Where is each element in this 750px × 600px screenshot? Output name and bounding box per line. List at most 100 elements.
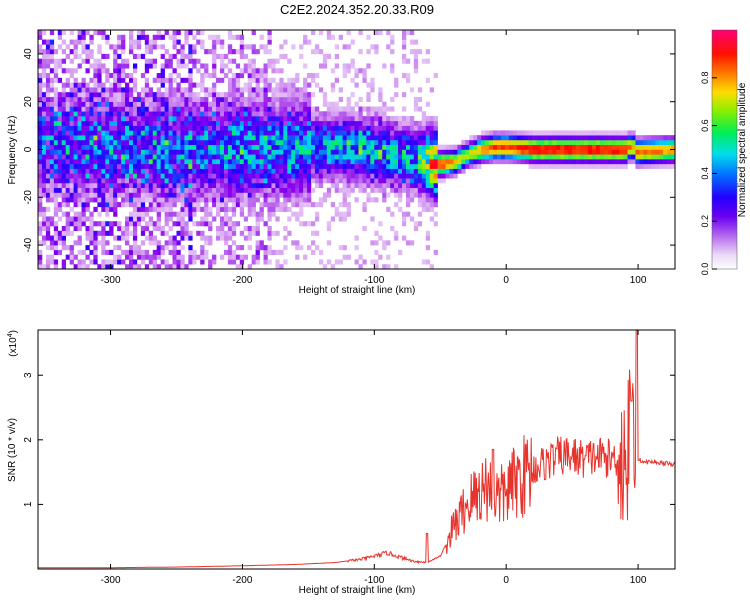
spectrogram-cell [453,163,458,169]
spectrogram-cell [615,149,620,155]
spectrogram-cell [330,178,336,184]
spectrogram-cell [196,163,201,169]
spectrogram-cell [168,34,173,40]
spectrogram-cell [413,39,419,45]
spectrogram-cell [57,154,63,160]
spectrogram-cell [180,49,185,55]
spectrogram-cell [164,178,169,184]
spectrogram-cell [358,106,363,112]
spectrogram-cell [164,154,169,160]
spectrogram-cell [216,34,221,40]
spectrogram-cell [307,192,312,198]
spectrogram-cell [437,178,442,184]
spectrogram-cell [73,135,78,141]
spectrogram-cell [235,264,241,269]
spectrogram-cell [457,159,462,165]
spectrogram-cell [275,87,280,93]
spectrogram-cell [382,168,387,174]
spectrogram-cell [275,135,280,141]
spectrogram-cell [73,202,78,208]
spectrogram-cell [314,216,320,222]
spectrogram-cell [643,135,648,141]
spectrogram-cell [322,53,328,59]
spectrogram-cell [409,30,415,36]
spectrogram-cell [38,130,43,136]
spectrogram-cell [117,159,122,165]
spectrogram-cell [445,163,450,169]
spectrogram-cell [41,63,47,69]
spectrogram-cell [607,163,612,169]
spectrogram-cell [631,154,636,160]
spectrogram-cell [283,168,288,174]
spectrogram-cell [45,225,51,232]
spectrogram-cell [358,130,363,136]
spectrogram-cell [216,101,221,107]
spectrogram-cell [655,135,660,141]
spectrogram-cell [512,130,518,136]
spectrogram-cell [275,264,280,269]
spectrogram-cell [279,139,284,146]
spectrogram-cell [69,30,74,36]
spectrogram-cell [220,44,225,50]
spectrogram-cell [152,206,157,212]
spectrogram-cell [89,159,94,165]
spectrogram-cell [330,68,336,74]
spectrogram-cell [105,116,110,122]
spectrogram-cell [275,92,280,98]
spectrogram-cell [307,197,312,203]
spectrogram-cell [259,240,264,246]
spectrogram-cell [208,125,213,131]
spectrogram-cell [208,34,213,40]
spectrogram-cell [326,53,332,59]
spectrogram-cell [413,130,419,136]
spectrogram-cell [409,149,415,155]
spectrogram-cell [405,240,411,246]
spectrogram-cell [69,245,74,251]
spectrogram-cell [132,135,138,141]
spectrogram-cell [117,182,122,189]
spectrogram-cell [291,116,296,122]
spectrogram-cell [81,106,86,112]
spectrogram-cell [362,130,367,136]
spectrogram-cell [362,135,367,141]
spectrogram-cell [552,149,557,155]
spectrogram-cell [378,163,383,169]
spectrogram-cell [433,154,438,160]
spectrogram-cell [330,154,336,160]
spectrogram-cell [251,120,256,126]
spectrogram-cell [619,144,624,150]
spectrogram-cell [57,139,63,146]
spectrogram-cell [311,116,316,122]
spectrogram-cell [409,168,415,174]
spectrogram-cell [374,49,379,55]
spectrogram-cell [671,149,675,155]
spectrogram-cell [413,173,419,179]
spectrogram-cell [125,163,130,169]
spectrogram-cell [136,159,142,165]
spectrogram-cell [299,206,304,212]
spectrogram-cell [279,116,284,122]
spectrogram-cell [136,245,142,251]
spectrogram-cell [314,202,320,208]
spectrogram-cell [417,125,423,131]
spectrogram-cell [184,182,189,189]
spectrogram-cell [243,235,248,241]
spectrogram-cell [156,77,161,83]
spectrogram-cell [129,49,134,55]
spectrogram-cell [164,230,169,236]
spectrogram-cell [295,159,300,165]
snr-x-tick-label: -300 [101,575,121,586]
spectrogram-cell [362,73,367,79]
spectrogram-cell [283,120,288,126]
spectrogram-cell [101,96,106,102]
spectrogram-cell [93,68,98,74]
spectrogram-cell [132,264,138,269]
spectrogram-cell [216,163,221,169]
spectrogram-cell [188,259,193,265]
spectrogram-cell [223,130,229,136]
spectrogram-cell [283,173,288,179]
spectrogram-cell [117,82,122,88]
spectrogram-cell [311,120,316,126]
spectrogram-cell [105,39,110,45]
colorbar: 0.00.20.40.60.8 Normalized spectral ampl… [700,29,748,275]
